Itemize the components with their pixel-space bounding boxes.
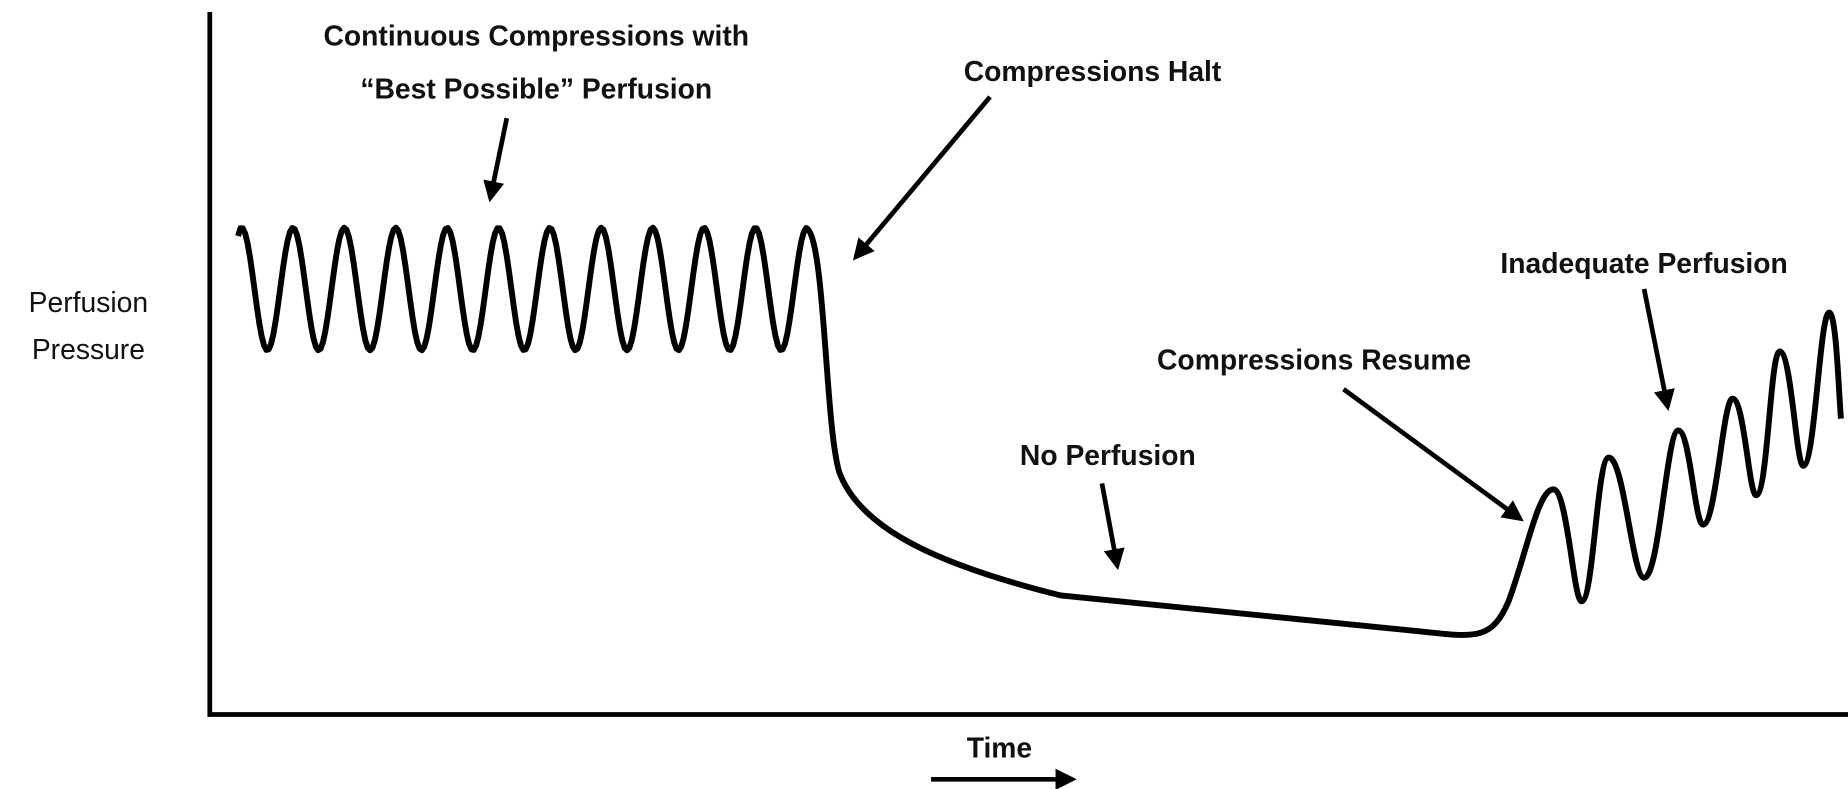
annotation: No Perfusion: [1020, 439, 1196, 471]
annotation: Inadequate Perfusion: [1500, 247, 1787, 279]
annotation: Compressions Halt: [964, 55, 1222, 87]
arrow: [1342, 387, 1524, 522]
arrow: [1099, 483, 1125, 571]
arrow: [1641, 288, 1675, 412]
axes: [207, 12, 1848, 717]
annotation: “Best Possible” Perfusion: [360, 72, 712, 104]
annotation: Compressions Resume: [1157, 344, 1471, 376]
arrow: [852, 95, 992, 261]
y-axis-label: Pressure: [32, 333, 145, 365]
pressure-curve: [235, 224, 1844, 638]
x-axis-label: Time: [967, 731, 1032, 763]
arrow: [483, 117, 510, 203]
annotation: Continuous Compressions with: [323, 19, 749, 51]
y-axis-label: Perfusion: [29, 286, 148, 318]
